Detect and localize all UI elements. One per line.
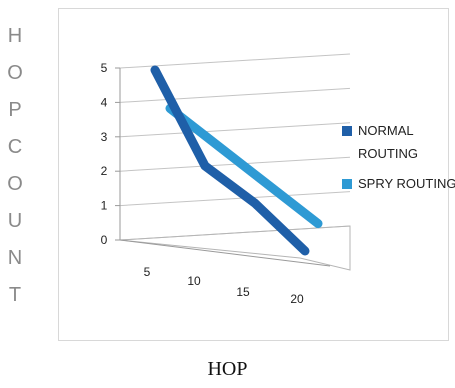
chart-axes (119, 68, 351, 271)
y-axis-title: HOPCOUNT (7, 25, 23, 306)
grid-line (119, 191, 351, 207)
x-tick-label: 10 (187, 274, 201, 288)
chart-series (150, 65, 323, 256)
floor-plane (119, 225, 351, 271)
chart-frame (58, 8, 449, 341)
x-axis-title: HOP (207, 358, 248, 380)
legend-swatch (342, 179, 352, 189)
series-line (165, 103, 323, 229)
x-tick-label: 5 (144, 265, 151, 279)
y-tick-label: 5 (101, 61, 108, 75)
series-0 (150, 65, 310, 256)
y-tick-labels: 0 1 2 3 4 5 (101, 61, 120, 247)
y-tick-label: 4 (101, 95, 108, 109)
y-tick-label: 3 (101, 130, 108, 144)
series-line (150, 65, 310, 256)
x-tick-label: 15 (236, 285, 250, 299)
y-tick-label: 1 (101, 199, 108, 213)
x-axis-line (119, 239, 331, 267)
x-tick-label: 20 (290, 292, 304, 306)
legend-item: NORMAL ROUTING (342, 123, 418, 161)
chart-grid (119, 53, 351, 241)
x-tick-labels: 5 10 15 20 (144, 265, 304, 306)
legend-swatch (342, 126, 352, 136)
y-tick-label: 2 (101, 164, 108, 178)
legend-item: SPRY ROUTING (342, 176, 455, 191)
legend-label: NORMAL ROUTING (358, 123, 418, 161)
chart-legend: NORMAL ROUTING SPRY ROUTING (342, 123, 455, 191)
grid-line (119, 87, 351, 103)
grid-line (119, 53, 351, 69)
legend-label: SPRY ROUTING (358, 176, 455, 191)
y-tick-label: 0 (101, 233, 108, 247)
grid-line (119, 122, 351, 138)
